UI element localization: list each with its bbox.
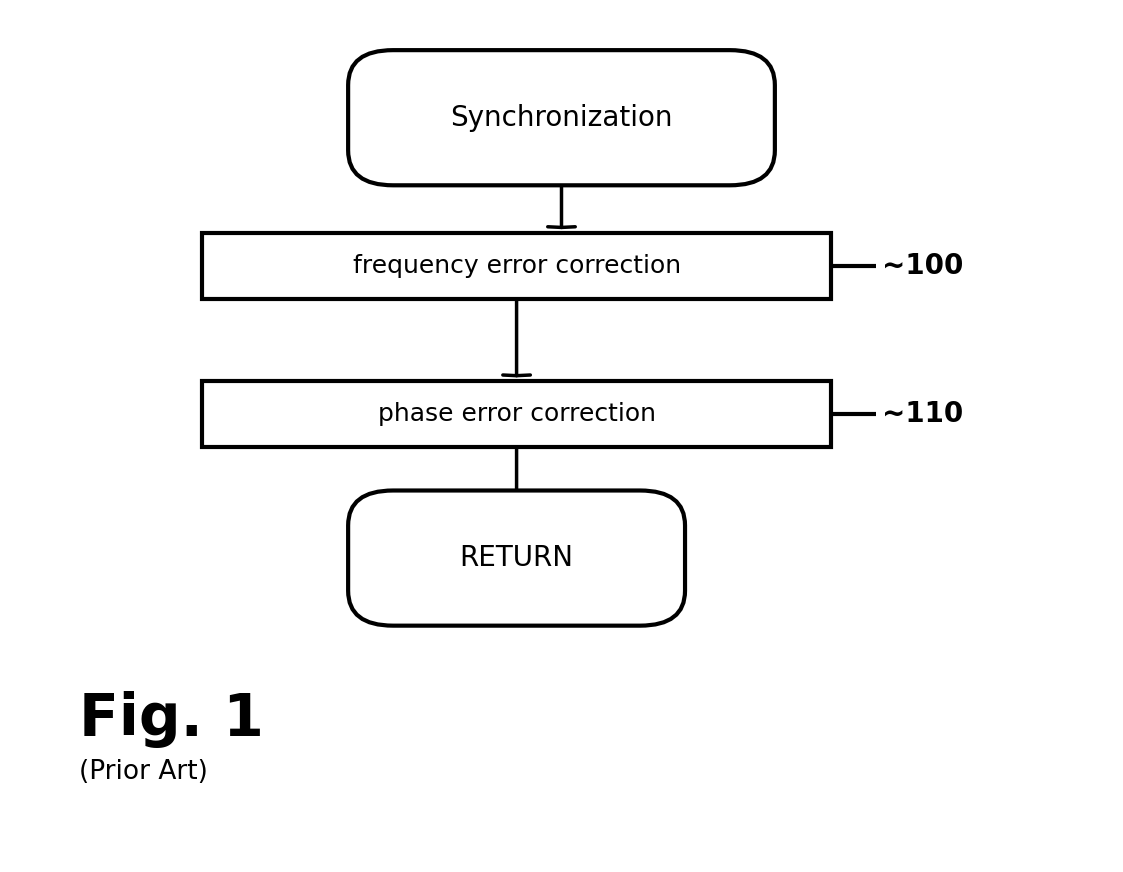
Text: frequency error correction: frequency error correction [353,254,681,278]
Text: ~100: ~100 [882,252,962,280]
FancyBboxPatch shape [348,490,685,626]
Bar [202,382,831,446]
Text: phase error correction: phase error correction [377,402,656,426]
Text: Synchronization: Synchronization [450,104,673,132]
FancyBboxPatch shape [348,50,775,186]
Text: RETURN: RETURN [459,544,574,572]
Text: (Prior Art): (Prior Art) [79,759,208,785]
Bar [202,234,831,298]
Text: Fig. 1: Fig. 1 [79,691,264,748]
Text: ~110: ~110 [882,400,962,428]
